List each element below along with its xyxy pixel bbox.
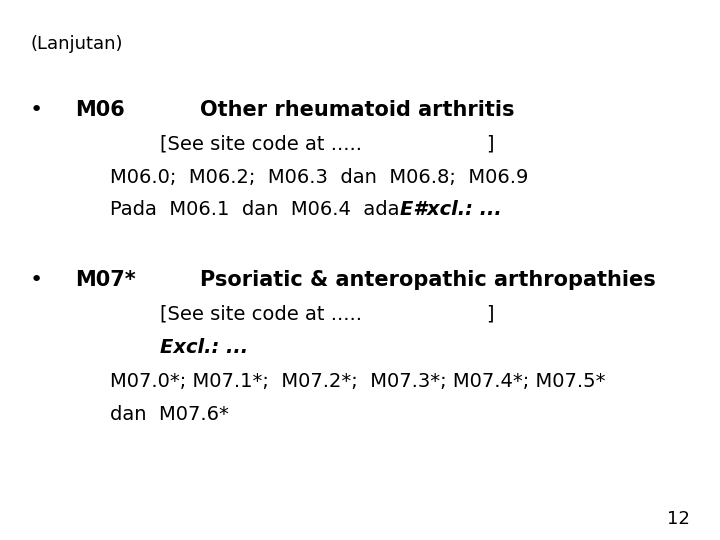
Text: Psoriatic & anteropathic arthropathies: Psoriatic & anteropathic arthropathies (200, 270, 656, 290)
Text: •: • (30, 100, 43, 120)
Text: M06.0;  M06.2;  M06.3  dan  M06.8;  M06.9: M06.0; M06.2; M06.3 dan M06.8; M06.9 (110, 168, 528, 187)
Text: M06: M06 (75, 100, 125, 120)
Text: [See site code at .....                    ]: [See site code at ..... ] (160, 305, 495, 324)
Text: [See site code at .....                    ]: [See site code at ..... ] (160, 135, 495, 154)
Text: Other rheumatoid arthritis: Other rheumatoid arthritis (200, 100, 515, 120)
Text: (Lanjutan): (Lanjutan) (30, 35, 122, 53)
Text: Pada  M06.1  dan  M06.4  ada: Pada M06.1 dan M06.4 ada (110, 200, 406, 219)
Text: Excl.: ...: Excl.: ... (160, 338, 248, 357)
Text: M07.0*; M07.1*;  M07.2*;  M07.3*; M07.4*; M07.5*: M07.0*; M07.1*; M07.2*; M07.3*; M07.4*; … (110, 372, 606, 391)
Text: E#xcl.: ...: E#xcl.: ... (400, 200, 502, 219)
Text: M07*: M07* (75, 270, 136, 290)
Text: 12: 12 (667, 510, 690, 528)
Text: dan  M07.6*: dan M07.6* (110, 405, 229, 424)
Text: •: • (30, 270, 43, 290)
